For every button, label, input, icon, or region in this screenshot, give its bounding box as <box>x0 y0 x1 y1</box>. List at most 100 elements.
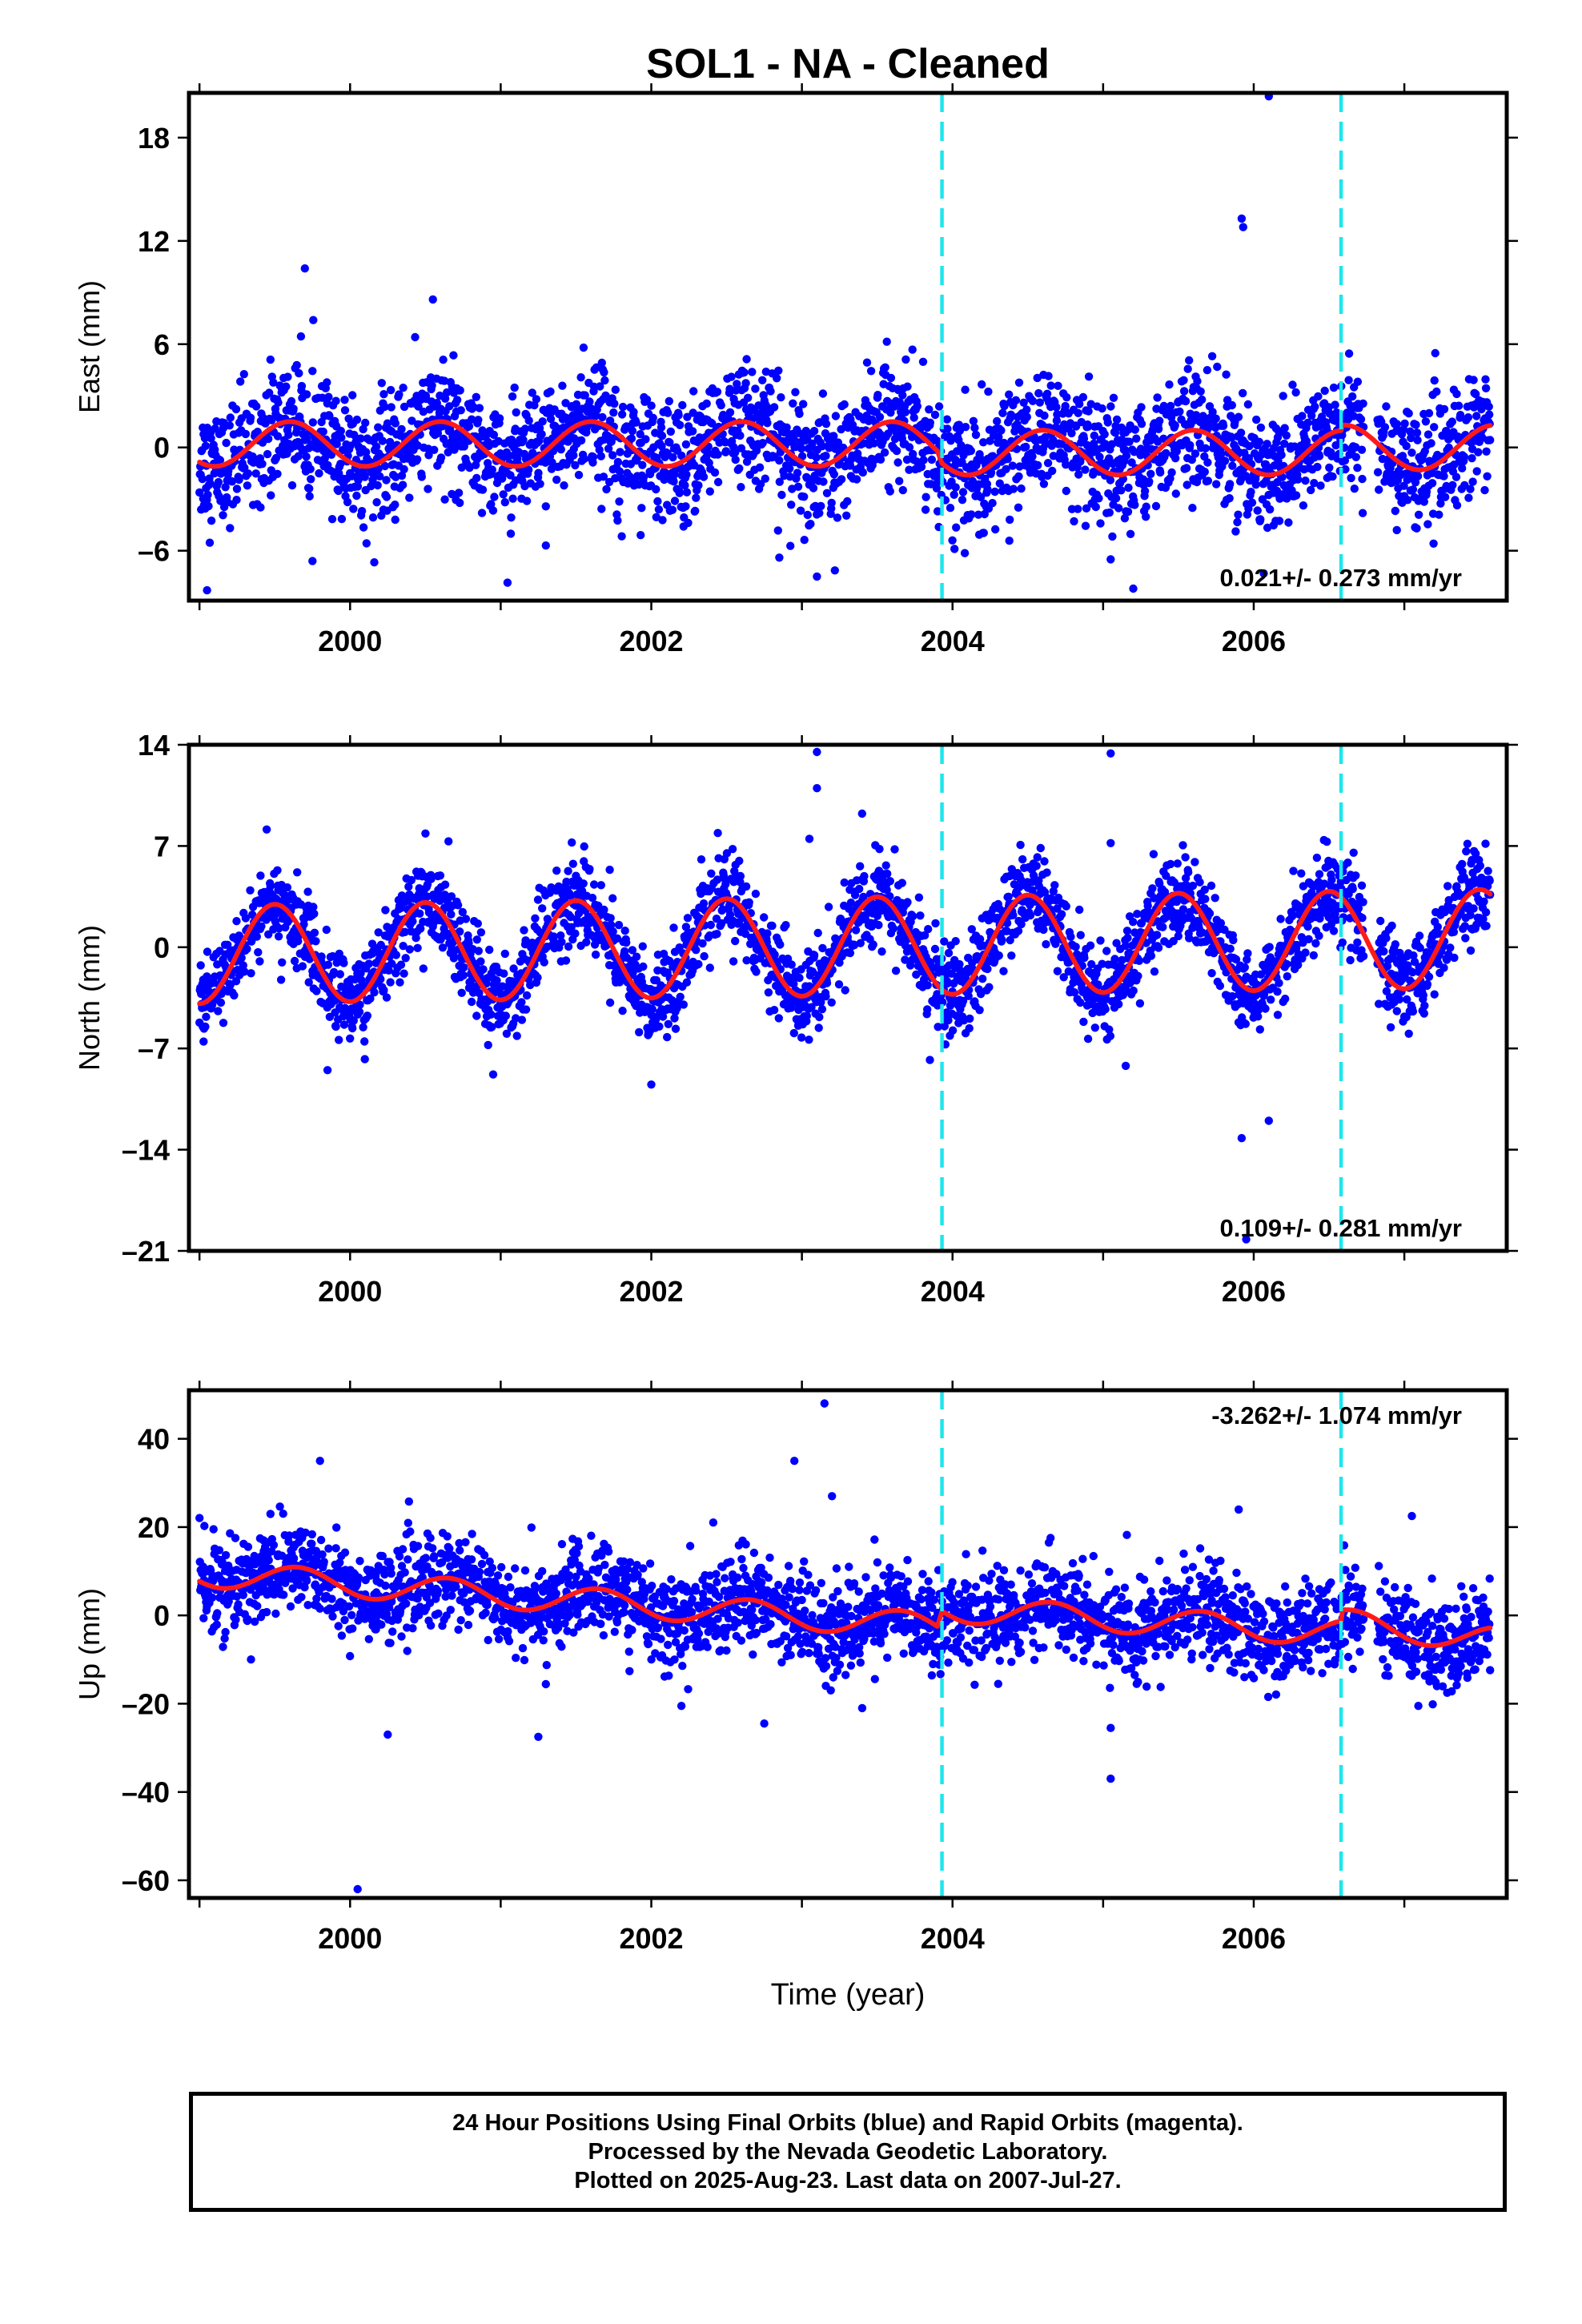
data-point <box>796 506 805 515</box>
data-point <box>1291 491 1301 500</box>
data-point <box>428 295 437 304</box>
data-point <box>1359 399 1367 408</box>
data-point <box>391 501 400 509</box>
data-point <box>1307 485 1315 495</box>
data-point <box>752 967 761 976</box>
data-point <box>923 981 932 990</box>
data-point <box>1472 412 1481 420</box>
data-point <box>874 920 883 930</box>
data-point <box>1075 400 1084 408</box>
data-point <box>638 942 647 951</box>
data-point <box>841 986 849 995</box>
data-point <box>684 518 693 528</box>
data-point <box>1226 480 1235 489</box>
data-point <box>813 572 821 581</box>
data-point <box>265 388 274 397</box>
data-point <box>664 408 673 417</box>
data-point <box>1178 841 1187 850</box>
data-point <box>966 446 976 456</box>
data-point <box>1263 440 1271 448</box>
data-point <box>196 961 205 970</box>
data-point <box>669 477 678 486</box>
data-point <box>509 964 518 973</box>
data-point <box>363 1011 371 1020</box>
data-point <box>1179 376 1188 384</box>
data-point <box>391 951 400 959</box>
data-point <box>1014 503 1023 512</box>
data-point <box>472 473 481 483</box>
data-point <box>355 1000 364 1009</box>
data-point <box>1090 431 1099 440</box>
data-point <box>246 413 255 422</box>
data-point <box>569 451 578 460</box>
data-point <box>1392 525 1401 535</box>
data-point <box>741 379 750 388</box>
data-point <box>1227 400 1237 410</box>
data-point <box>815 1012 824 1022</box>
data-point <box>541 502 550 511</box>
data-point <box>845 948 855 958</box>
data-point <box>710 468 720 477</box>
data-point <box>1239 223 1248 231</box>
data-point <box>617 532 626 541</box>
data-point <box>274 398 283 407</box>
data-point <box>774 366 783 375</box>
data-point <box>568 838 576 847</box>
data-point <box>851 926 861 935</box>
data-point <box>298 962 307 971</box>
data-point <box>308 557 317 565</box>
data-point <box>1145 477 1154 486</box>
data-point <box>958 496 967 505</box>
data-point <box>512 1031 521 1040</box>
data-point <box>384 966 393 975</box>
data-point <box>608 927 617 936</box>
data-point <box>775 553 784 562</box>
data-point <box>1079 1017 1088 1027</box>
data-point <box>916 911 925 920</box>
data-point <box>479 965 488 974</box>
data-point <box>226 413 235 422</box>
data-point <box>1041 432 1050 442</box>
data-point <box>629 408 638 416</box>
data-point <box>637 504 646 513</box>
data-point <box>1483 472 1492 480</box>
data-point <box>1006 410 1015 419</box>
data-point <box>1391 506 1400 516</box>
data-point <box>256 503 265 512</box>
data-point <box>907 432 917 441</box>
data-point <box>885 877 895 886</box>
data-point <box>925 405 934 414</box>
data-point <box>592 363 601 372</box>
data-point <box>541 541 550 550</box>
data-point <box>472 392 480 401</box>
data-point <box>226 524 235 533</box>
data-point <box>628 426 637 436</box>
data-point <box>1320 386 1329 396</box>
data-point <box>1053 967 1062 975</box>
data-point <box>1171 489 1181 498</box>
data-point <box>607 920 616 930</box>
data-point <box>961 385 970 394</box>
data-point <box>206 479 215 488</box>
data-point <box>1256 423 1266 432</box>
data-point <box>401 954 410 963</box>
data-point <box>263 449 272 459</box>
data-point <box>362 539 371 548</box>
data-point <box>1052 416 1062 425</box>
data-point <box>1464 413 1473 422</box>
data-point <box>308 418 317 427</box>
data-point <box>1198 395 1207 404</box>
data-point <box>282 382 291 391</box>
data-point <box>948 1026 958 1035</box>
data-point <box>1061 401 1070 411</box>
data-point <box>974 510 983 519</box>
data-point <box>502 1029 512 1039</box>
data-point <box>914 893 924 902</box>
data-point <box>1051 939 1060 948</box>
data-point <box>264 434 273 444</box>
data-point <box>961 423 970 432</box>
data-point <box>610 399 619 408</box>
data-point <box>713 388 722 396</box>
data-point <box>852 475 861 484</box>
data-point <box>1314 392 1323 401</box>
